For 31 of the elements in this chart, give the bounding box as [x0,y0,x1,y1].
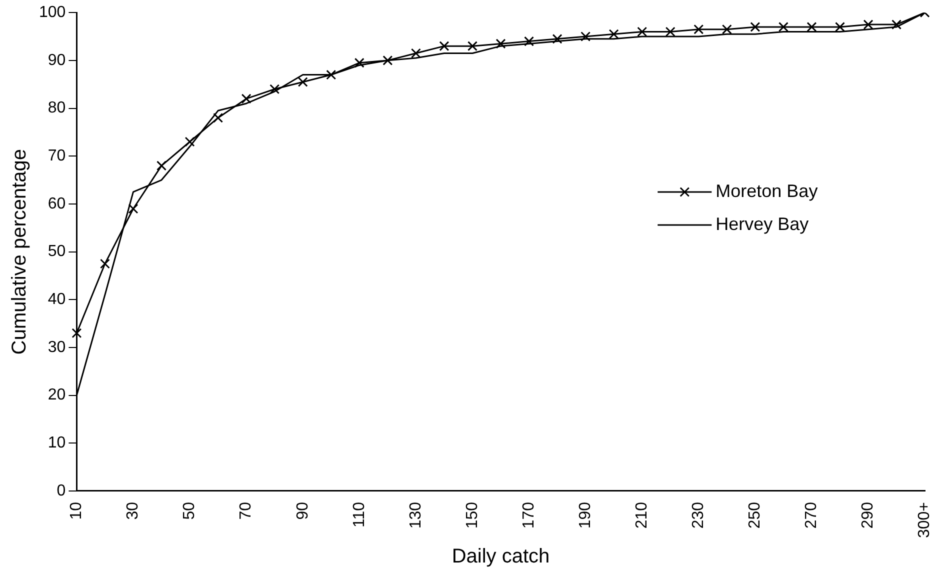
y-tick-label: 0 [56,482,66,500]
x-tick-label: 30 [124,502,142,520]
x-tick-label: 230 [690,502,708,529]
x-tick-label: 70 [238,502,255,520]
y-axis-title: Cumulative percentage [8,148,31,355]
y-tick-label: 20 [48,386,66,404]
x-tick-label: 10 [68,502,86,520]
x-tick-label: 210 [634,502,651,529]
x-tick-label: 130 [407,502,424,529]
x-tick-label: 270 [803,502,820,529]
x-tick-label: 50 [181,502,198,520]
y-tick-label: 30 [48,338,66,356]
x-tick-label: 170 [520,502,538,529]
legend-label: Hervey Bay [716,214,809,234]
x-tick-label: 110 [350,502,368,528]
x-tick-label: 300+ [916,502,934,538]
x-tick-label: 290 [860,502,877,529]
y-tick-label: 50 [48,243,66,260]
y-tick-label: 90 [48,52,66,69]
y-tick-label: 60 [48,195,66,212]
x-axis-title: Daily catch [452,546,550,568]
y-tick-label: 80 [48,100,66,117]
legend-label: Moreton Bay [716,180,818,201]
x-tick-label: 250 [746,502,764,529]
x-tick-label: 150 [464,502,481,529]
y-tick-label: 100 [38,4,66,22]
y-tick-label: 70 [48,148,66,165]
x-tick-label: 90 [294,502,312,520]
x-tick-label: 190 [576,502,594,529]
y-tick-label: 40 [48,291,66,308]
y-tick-label: 10 [48,434,66,452]
